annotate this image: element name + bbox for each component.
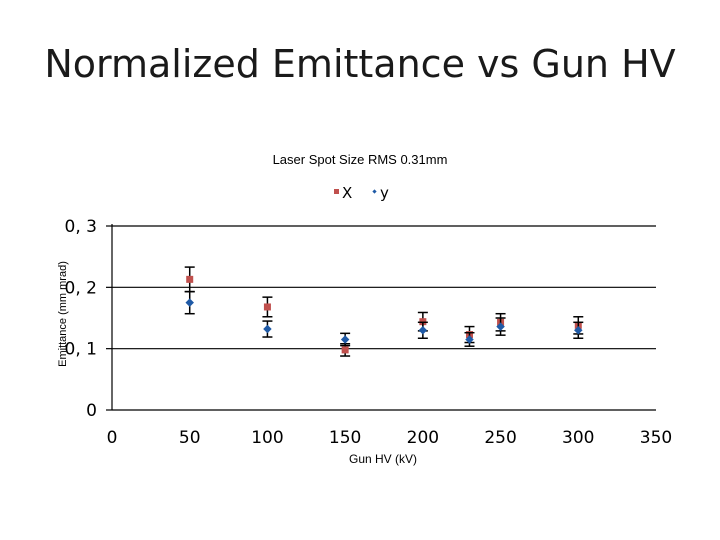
x-tick-label: 0 xyxy=(107,428,118,448)
data-point-y xyxy=(263,324,272,334)
series-x xyxy=(184,266,584,357)
y-tick-label: 0 xyxy=(86,401,97,421)
data-point-x xyxy=(186,275,194,283)
x-tick-label: 100 xyxy=(251,428,283,448)
legend-label-x: X xyxy=(342,184,352,202)
y-tick-labels: 0 0, 1 0, 2 0, 3 xyxy=(65,217,97,421)
data-point-y xyxy=(465,335,474,344)
x-tick-label: 150 xyxy=(329,428,361,448)
y-axis-label: Emittance (mm mrad) xyxy=(57,261,69,367)
series-y xyxy=(184,290,584,347)
axes xyxy=(106,224,656,411)
chart-title: Laser Spot Size RMS 0.31mm xyxy=(273,152,448,167)
x-tick-label: 50 xyxy=(179,428,201,448)
data-point-y xyxy=(574,326,583,335)
x-tick-labels: 0 50 100 150 200 250 300 350 xyxy=(107,428,673,448)
data-point-x xyxy=(263,303,271,311)
y-tick-label: 0, 3 xyxy=(65,217,97,237)
data-point-y xyxy=(185,298,194,307)
x-axis-label: Gun HV (kV) xyxy=(349,452,417,466)
series-layer xyxy=(184,266,584,357)
x-tick-label: 300 xyxy=(562,428,594,448)
legend-marker-y xyxy=(372,189,377,194)
y-tick-label: 0, 1 xyxy=(65,340,97,360)
data-point-y xyxy=(340,335,350,344)
data-point-x xyxy=(341,346,349,354)
x-tick-label: 200 xyxy=(407,428,439,448)
slide-title: Normalized Emittance vs Gun HV xyxy=(44,42,676,86)
data-point-y xyxy=(418,326,428,335)
legend-label-y: y xyxy=(380,184,389,202)
legend-marker-x xyxy=(334,189,339,194)
data-point-y xyxy=(496,322,505,331)
grid-lines xyxy=(112,225,656,350)
y-tick-label: 0, 2 xyxy=(65,278,97,298)
x-tick-label: 350 xyxy=(640,428,672,448)
x-tick-label: 250 xyxy=(484,428,516,448)
